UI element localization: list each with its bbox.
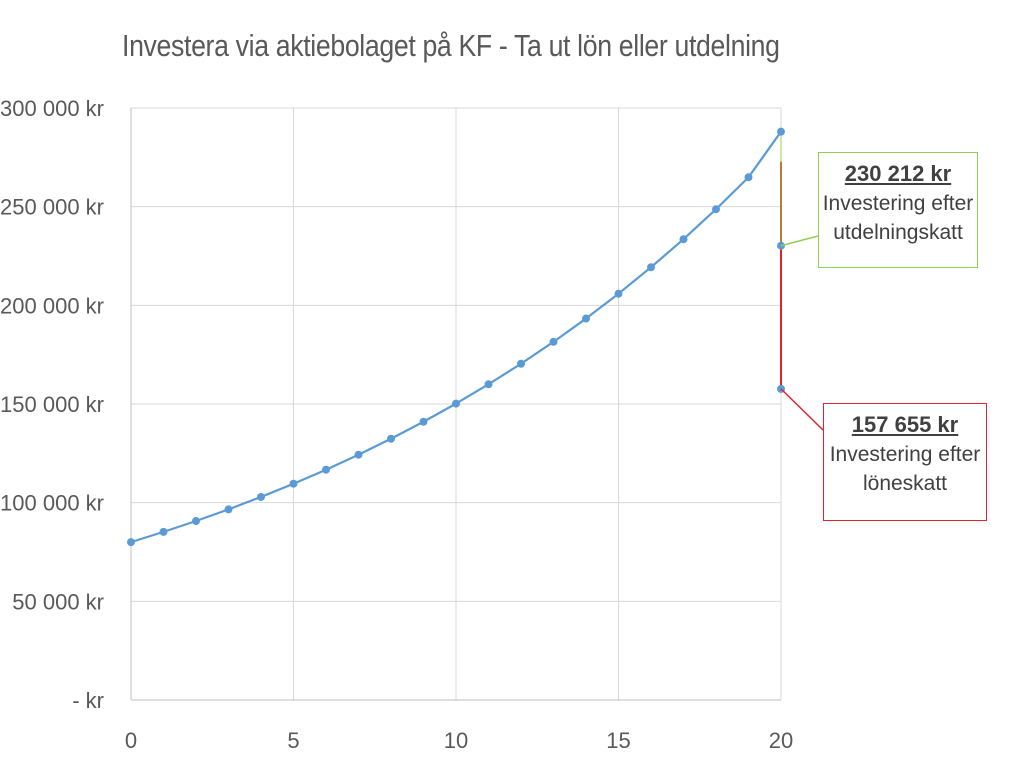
y-tick-label: 250 000 kr [0,195,104,220]
data-point [289,479,298,488]
data-point [517,359,525,368]
data-point [484,380,493,389]
x-tick-label: 20 [769,728,793,753]
data-point [192,517,200,526]
data-point [452,399,460,408]
chart-title: Investera via aktiebolaget på KF - Ta ut… [122,28,780,63]
callout-salary: 157 655 kr Investering efter löneskatt [823,403,987,521]
data-point [647,263,655,272]
data-point [354,450,363,459]
data-point [387,434,395,443]
data-point [777,127,785,136]
data-point [549,337,558,346]
x-tick-label: 10 [444,728,468,753]
y-tick-label: 150 000 kr [0,392,104,417]
y-tick-label: - kr [72,688,104,713]
data-point [614,289,623,298]
data-point [744,173,753,182]
data-point [224,505,233,514]
x-tick-labels: 0 5 10 15 20 [125,728,793,753]
leader-line-dividend [780,235,819,247]
callout-salary-text: Investering efter löneskatt [829,443,981,495]
data-point [419,417,428,426]
data-point [322,465,330,474]
data-point [712,205,720,214]
callout-dividend-value: 230 212 kr [844,161,952,186]
leader-line-salary [780,388,824,431]
callout-dividend-text: Investering efter utdelningskatt [822,192,974,244]
y-tick-label: 50 000 kr [12,589,104,614]
data-point [582,314,590,323]
y-tick-label: 100 000 kr [0,491,104,516]
data-point [679,235,688,244]
x-tick-label: 5 [287,728,299,753]
callout-dividend: 230 212 kr Investering efter utdelningsk… [818,152,978,268]
data-point [127,538,135,547]
x-tick-label: 0 [125,728,137,753]
callout-leader-lines [780,235,824,431]
data-point [257,492,265,501]
callout-salary-value: 157 655 kr [851,412,959,437]
y-tick-labels: - kr 50 000 kr 100 000 kr 150 000 kr 200 000… [0,96,104,713]
data-point [159,527,168,536]
y-tick-label: 300 000 kr [0,96,104,121]
series [127,127,785,547]
x-tick-label: 15 [606,728,630,753]
y-tick-label: 200 000 kr [0,293,104,318]
axes [130,108,781,701]
